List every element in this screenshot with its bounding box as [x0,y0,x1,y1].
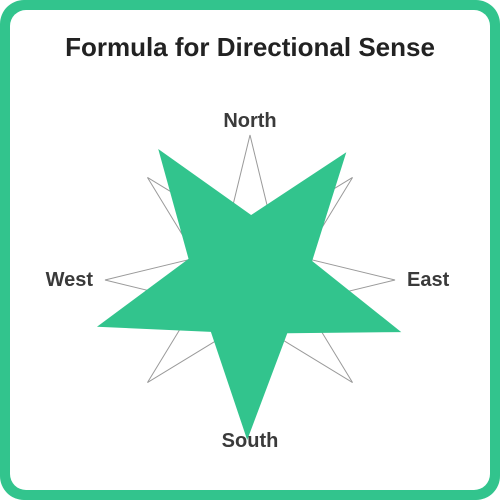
star-filled [97,149,401,440]
compass-diagram: North East South West [10,80,490,480]
compass-svg: North East South West [10,80,490,480]
card-frame: Formula for Directional Sense North East… [0,0,500,500]
label-north: North [223,110,276,132]
page-title: Formula for Directional Sense [10,32,490,63]
card-inner: Formula for Directional Sense North East… [10,10,490,490]
label-west: West [46,269,94,291]
label-south: South [222,430,279,452]
label-east: East [407,269,450,291]
